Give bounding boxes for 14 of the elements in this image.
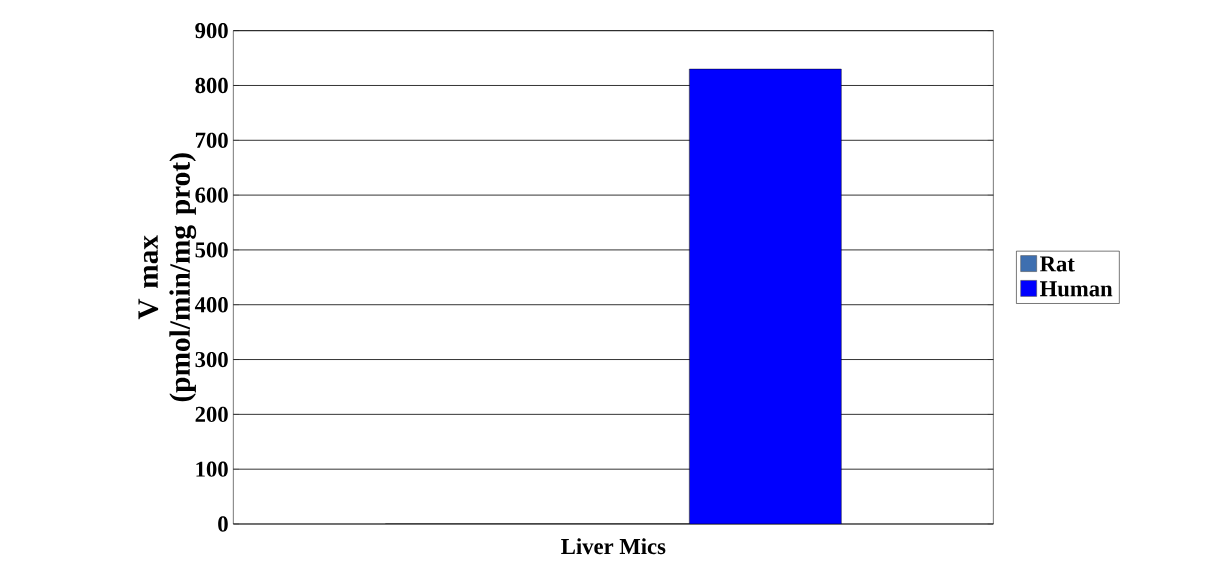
y-axis-title: V max (pmol/min/mg prot): [138, 153, 197, 402]
y-tick-label: 100: [196, 461, 228, 477]
y-tick-label: 200: [195, 406, 228, 423]
y-tick-label: 400: [194, 297, 228, 313]
y-tick-label: 600: [195, 187, 228, 203]
y-tick-label: 0: [218, 516, 228, 532]
y-tick-label: 800: [195, 77, 228, 94]
y-tick-label: 900: [195, 23, 228, 39]
x-axis-title: Liver Mics: [561, 538, 666, 555]
y-tick-label: 700: [195, 132, 228, 148]
legend-label: Human: [1040, 281, 1113, 297]
legend-label: Rat: [1040, 256, 1075, 272]
y-tick-label: 300: [195, 351, 228, 368]
y-tick-label: 500: [195, 242, 228, 258]
